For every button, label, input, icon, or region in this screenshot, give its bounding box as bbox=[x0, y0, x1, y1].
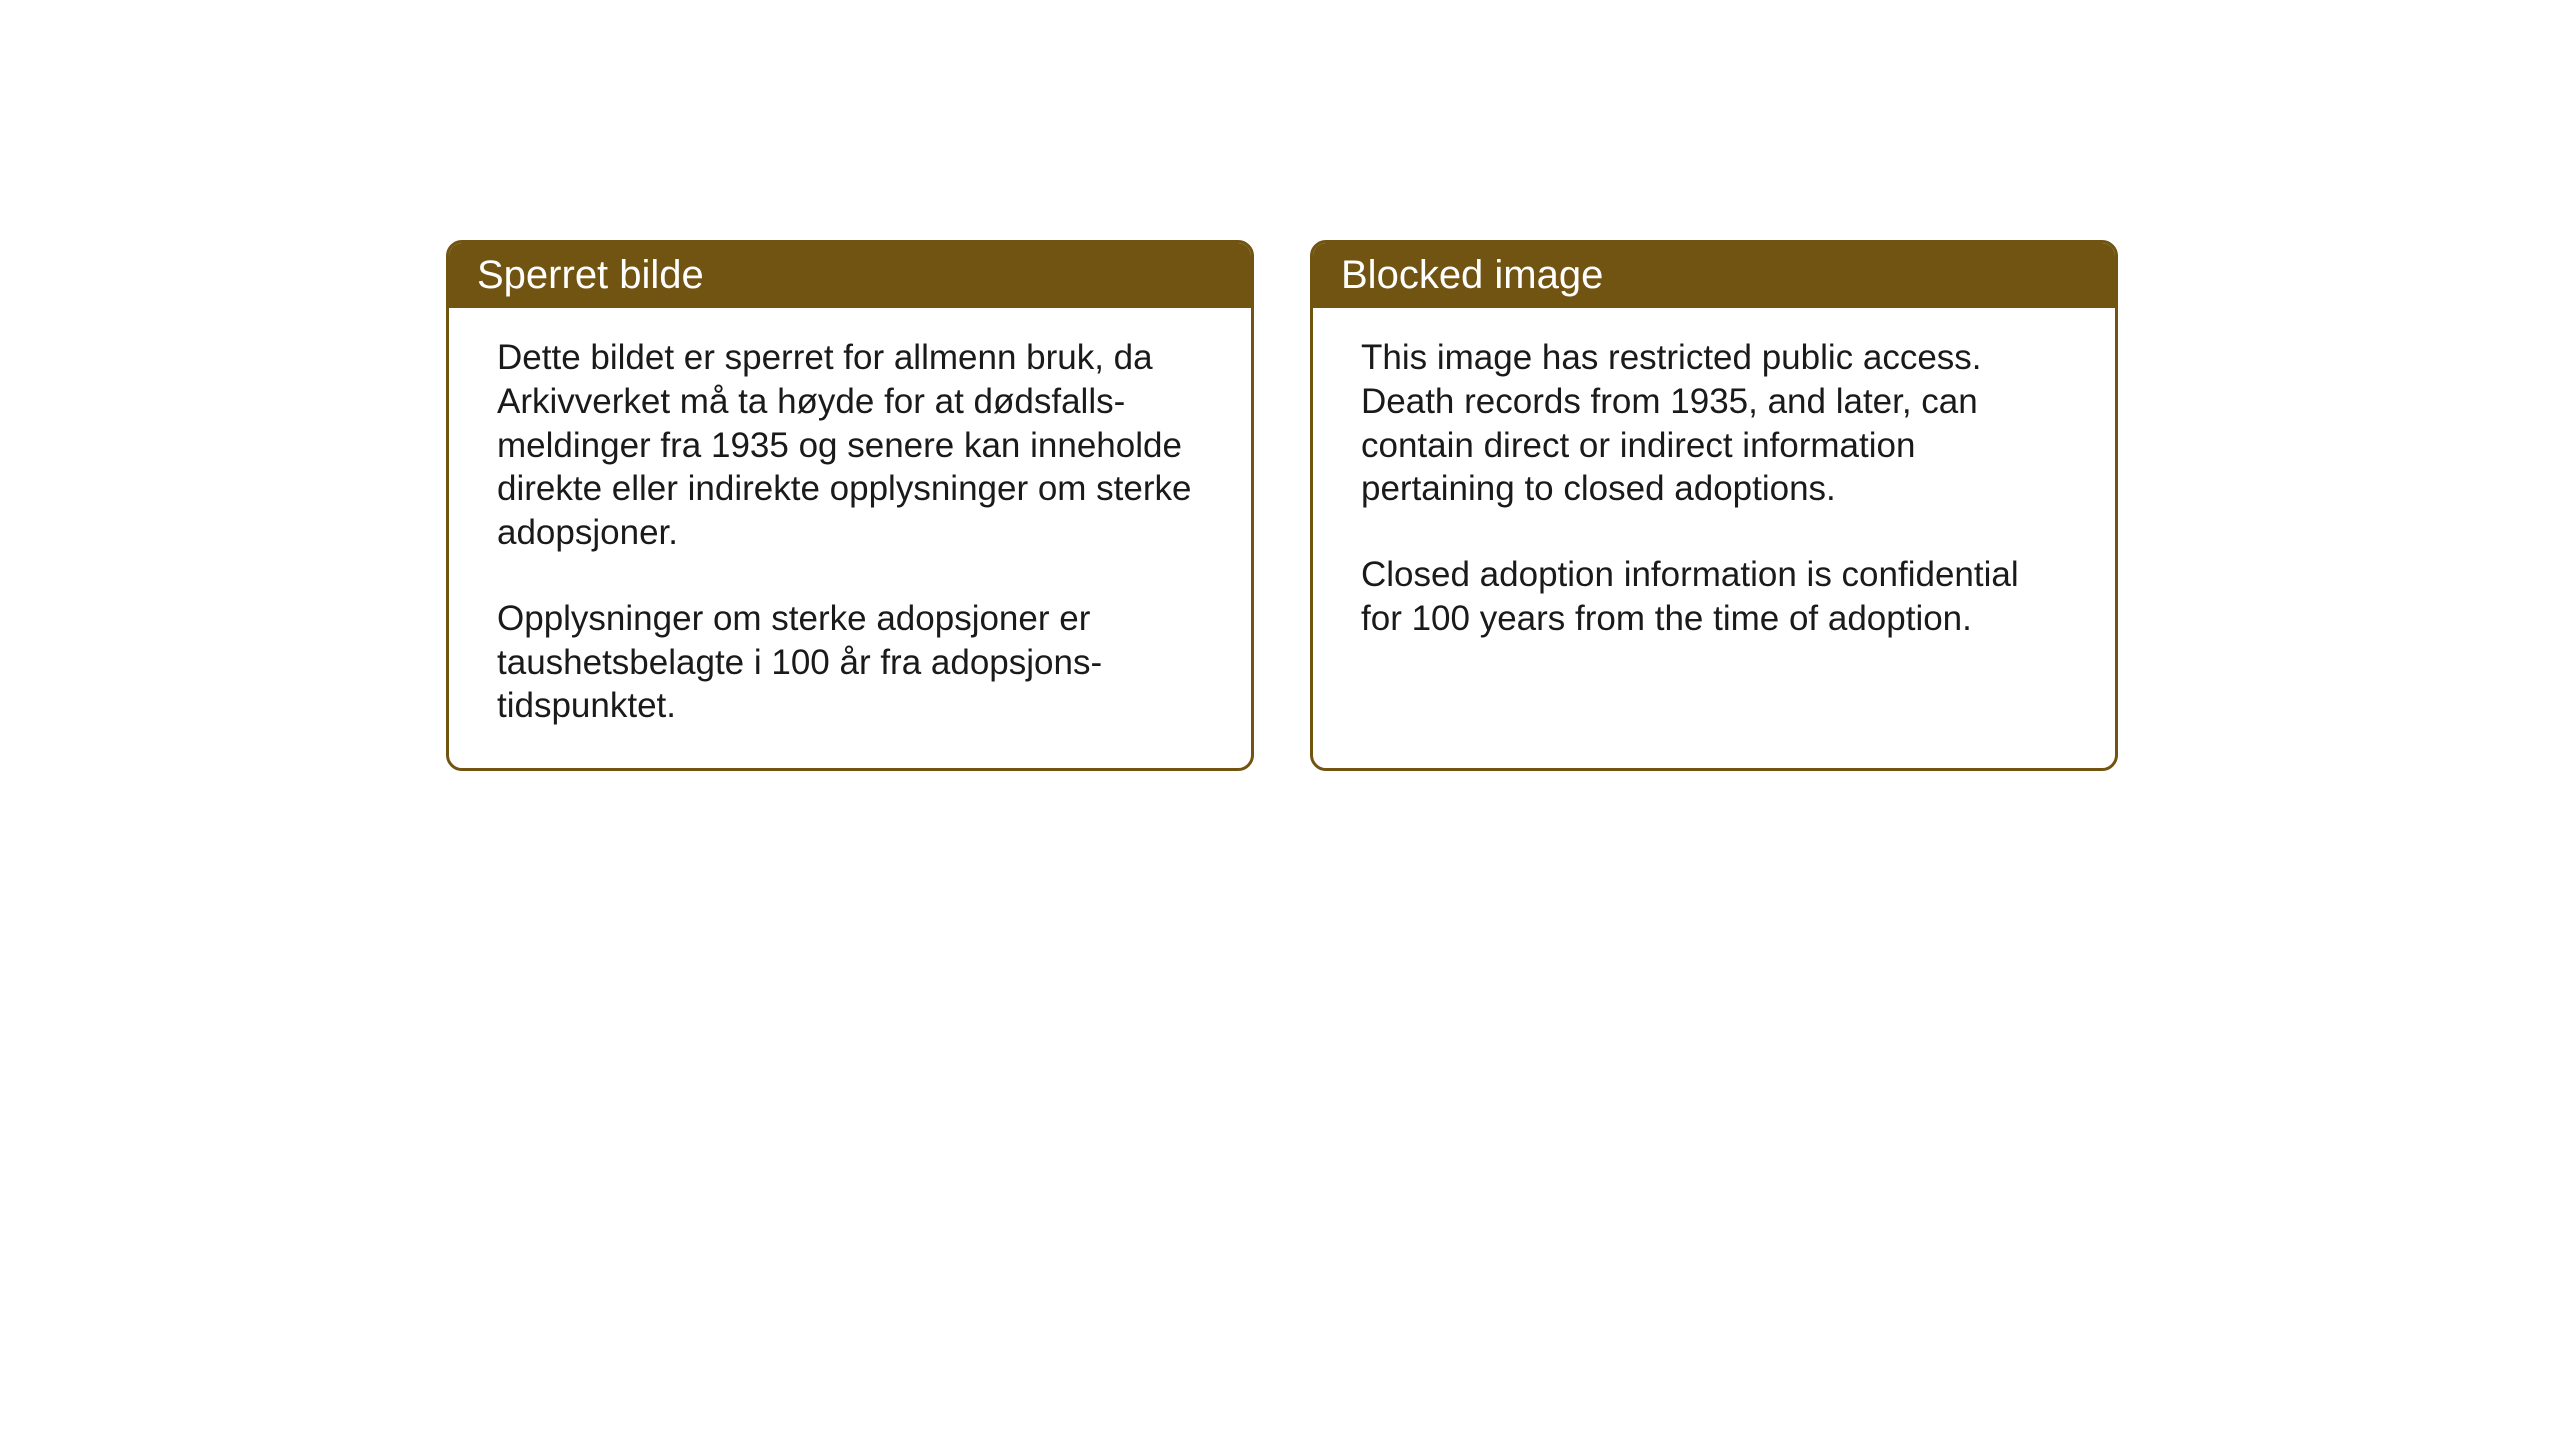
card-paragraph-1-norwegian: Dette bildet er sperret for allmenn bruk… bbox=[497, 336, 1203, 555]
notice-cards-container: Sperret bilde Dette bildet er sperret fo… bbox=[446, 240, 2118, 771]
card-paragraph-2-english: Closed adoption information is confident… bbox=[1361, 553, 2067, 641]
card-body-english: This image has restricted public access.… bbox=[1313, 308, 2115, 728]
notice-card-norwegian: Sperret bilde Dette bildet er sperret fo… bbox=[446, 240, 1254, 771]
card-title-norwegian: Sperret bilde bbox=[477, 253, 704, 297]
card-header-norwegian: Sperret bilde bbox=[449, 243, 1251, 308]
card-body-norwegian: Dette bildet er sperret for allmenn bruk… bbox=[449, 308, 1251, 768]
card-title-english: Blocked image bbox=[1341, 253, 1603, 297]
card-paragraph-2-norwegian: Opplysninger om sterke adopsjoner er tau… bbox=[497, 597, 1203, 728]
card-header-english: Blocked image bbox=[1313, 243, 2115, 308]
card-paragraph-1-english: This image has restricted public access.… bbox=[1361, 336, 2067, 511]
notice-card-english: Blocked image This image has restricted … bbox=[1310, 240, 2118, 771]
